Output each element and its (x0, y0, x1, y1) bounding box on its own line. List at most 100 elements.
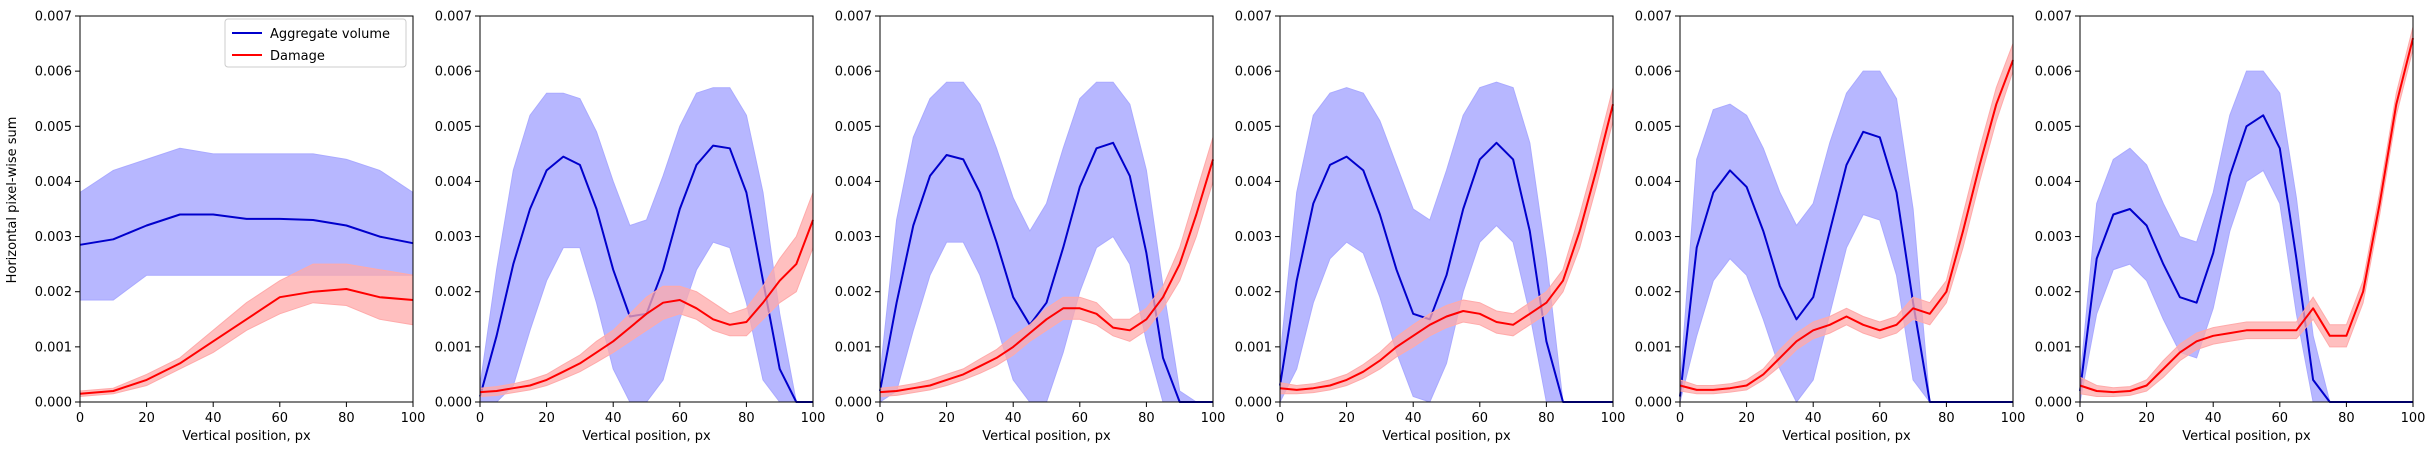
damage-line (879, 159, 1214, 394)
damage-line (2079, 37, 2414, 394)
x-tick-label: 100 (401, 411, 426, 426)
x-tick-label: 20 (1338, 411, 1355, 426)
volume-band (479, 87, 813, 403)
y-tick-label: 0.001 (35, 340, 72, 355)
x-tick-label: 0 (1676, 411, 1684, 426)
y-tick-label: 0.003 (1635, 230, 1672, 245)
y-tick-label: 0.003 (35, 230, 72, 245)
y-tick-label: 0.000 (2035, 396, 2072, 411)
volume-band (2079, 70, 2413, 403)
x-axis-label: Vertical position, px (1382, 429, 1511, 444)
y-axis-label: Horizontal pixel-wise sum (5, 117, 20, 284)
x-tick-label: 40 (605, 411, 622, 426)
x-tick-label: 80 (738, 411, 755, 426)
y-tick-label: 0.002 (1235, 285, 1272, 300)
x-tick-label: 0 (2076, 411, 2084, 426)
y-tick-label: 0.001 (435, 340, 472, 355)
y-tick-label: 0.007 (835, 10, 872, 25)
x-tick-label: 100 (2401, 411, 2426, 426)
x-tick-label: 40 (1005, 411, 1022, 426)
x-tick-label: 60 (1472, 411, 1489, 426)
x-tick-label: 80 (1138, 411, 1155, 426)
y-tick-label: 0.005 (35, 120, 72, 135)
chart-panel-1: 0.000 0.001 0.002 0.003 0.004 0.005 0.006 0.007… (35, 10, 426, 445)
x-tick-label: 80 (1538, 411, 1555, 426)
y-tick-label: 0.002 (835, 285, 872, 300)
y-tick-label: 0.000 (435, 396, 472, 411)
x-tick-label: 100 (2001, 411, 2026, 426)
chart-panel-6: 0.000 0.001 0.002 0.003 0.004 0.005 0.006 0.007… (2035, 10, 2426, 445)
y-tick-label: 0.002 (2035, 285, 2072, 300)
x-tick-label: 0 (476, 411, 484, 426)
y-tick-label: 0.000 (835, 396, 872, 411)
damage-line (79, 288, 414, 395)
y-tick-label: 0.002 (1635, 285, 1672, 300)
y-tick-label: 0.002 (35, 285, 72, 300)
x-tick-label: 60 (672, 411, 689, 426)
y-tick-label: 0.001 (1635, 340, 1672, 355)
x-tick-label: 0 (76, 411, 84, 426)
y-tick-label: 0.006 (1635, 65, 1672, 80)
y-tick-label: 0.003 (435, 230, 472, 245)
x-tick-label: 40 (1405, 411, 1422, 426)
y-tick-label: 0.007 (435, 10, 472, 25)
y-tick-label: 0.000 (35, 396, 72, 411)
axes-frame (2079, 15, 2414, 403)
damage-line (479, 219, 814, 394)
y-tick-label: 0.005 (435, 120, 472, 135)
axes-frame (879, 15, 1214, 403)
chart-panel-2: 0.000 0.001 0.002 0.003 0.004 0.005 0.006 0.007… (435, 10, 826, 445)
y-tick-label: 0.000 (1635, 396, 1672, 411)
y-tick-label: 0.007 (1235, 10, 1272, 25)
x-tick-label: 0 (1276, 411, 1284, 426)
x-axis-label: Vertical position, px (1782, 429, 1911, 444)
x-tick-label: 20 (538, 411, 555, 426)
volume-line (1279, 141, 1613, 403)
y-tick-label: 0.006 (435, 65, 472, 80)
y-tick-label: 0.004 (35, 175, 72, 190)
y-tick-label: 0.006 (1235, 65, 1272, 80)
axes-frame (79, 15, 414, 403)
x-tick-label: 80 (338, 411, 355, 426)
damage-line (1679, 59, 2014, 391)
y-tick-label: 0.006 (835, 65, 872, 80)
axes-frame (479, 15, 814, 403)
x-tick-label: 80 (2338, 411, 2355, 426)
volume-line (879, 141, 1213, 403)
legend-damage-label: Damage (270, 49, 325, 64)
y-tick-label: 0.004 (1235, 175, 1272, 190)
chart-panel-4: 0.000 0.001 0.002 0.003 0.004 0.005 0.006 0.007… (1235, 10, 1626, 445)
x-tick-label: 40 (1805, 411, 1822, 426)
x-axis-label: Vertical position, px (582, 429, 711, 444)
y-tick-label: 0.003 (2035, 230, 2072, 245)
x-tick-label: 40 (205, 411, 222, 426)
axes-frame (1679, 15, 2014, 403)
y-tick-label: 0.005 (1235, 120, 1272, 135)
y-tick-label: 0.007 (1635, 10, 1672, 25)
y-tick-label: 0.007 (35, 10, 72, 25)
y-tick-label: 0.001 (1235, 340, 1272, 355)
x-tick-label: 60 (2272, 411, 2289, 426)
x-tick-label: 100 (801, 411, 826, 426)
y-tick-label: 0.004 (1635, 175, 1672, 190)
x-tick-label: 20 (938, 411, 955, 426)
y-tick-label: 0.000 (1235, 396, 1272, 411)
x-axis-label: Vertical position, px (2182, 429, 2311, 444)
legend-frame (224, 18, 407, 68)
y-tick-label: 0.003 (1235, 230, 1272, 245)
y-tick-label: 0.004 (435, 175, 472, 190)
y-tick-label: 0.001 (835, 340, 872, 355)
x-tick-label: 20 (138, 411, 155, 426)
legend-volume-label: Aggregate volume (270, 27, 390, 42)
x-tick-label: 0 (876, 411, 884, 426)
axes-frame (1279, 15, 1614, 403)
damage-line (1279, 103, 1614, 391)
x-tick-label: 80 (1938, 411, 1955, 426)
y-tick-label: 0.004 (2035, 175, 2072, 190)
y-tick-label: 0.005 (2035, 120, 2072, 135)
y-tick-label: 0.004 (835, 175, 872, 190)
x-axis-label: Vertical position, px (982, 429, 1111, 444)
x-tick-label: 60 (1872, 411, 1889, 426)
y-tick-label: 0.005 (835, 120, 872, 135)
